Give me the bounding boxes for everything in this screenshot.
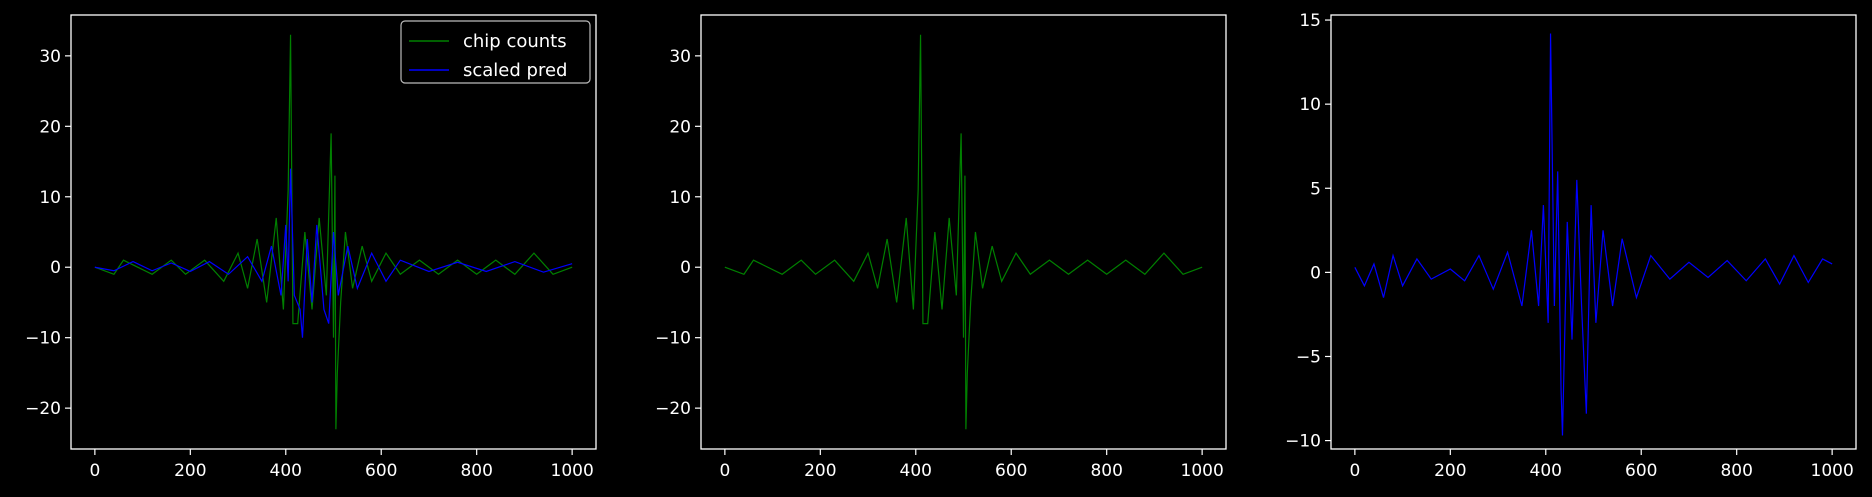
- y-tick-label: 30: [669, 47, 691, 67]
- y-tick-label: 15: [1299, 11, 1321, 31]
- y-tick-label: −10: [1285, 432, 1321, 452]
- x-tick-label: 400: [900, 461, 932, 481]
- y-tick-label: 30: [39, 47, 61, 67]
- series-line-0: [724, 34, 1203, 430]
- axes-frame: [70, 14, 597, 450]
- x-tick-label: 400: [1530, 461, 1562, 481]
- chart-panel-middle: 0 200 400 600 800 1000 −20 −10 0 10 20 30: [655, 14, 1227, 481]
- y-tick-label: 10: [1299, 95, 1321, 115]
- x-tick-label: 800: [1090, 461, 1122, 481]
- x-tick-label: 1000: [1811, 461, 1854, 481]
- y-tick-label: 0: [50, 258, 61, 278]
- x-tick-label: 800: [460, 461, 492, 481]
- x-tick-label: 600: [995, 461, 1027, 481]
- x-tick-label: 600: [1625, 461, 1657, 481]
- series-line-scaled-pred: [94, 168, 573, 338]
- y-tick-label: 20: [39, 117, 61, 137]
- series-line-0: [1354, 33, 1833, 436]
- legend-label: chip counts: [463, 31, 567, 52]
- y-tick-label: 10: [39, 188, 61, 208]
- x-tick-label: 1000: [551, 461, 594, 481]
- axes-frame: [700, 14, 1227, 450]
- y-tick-label: −20: [25, 399, 61, 419]
- x-tick-label: 0: [1349, 461, 1360, 481]
- axes-frame: [1330, 14, 1857, 450]
- x-tick-label: 0: [89, 461, 100, 481]
- chart-panel-left: 0 200 400 600 800 1000 −20 −10 0 10 20 30 chip count…: [25, 14, 597, 481]
- x-tick-label: 800: [1720, 461, 1752, 481]
- x-tick-label: 0: [719, 461, 730, 481]
- y-tick-label: 0: [1310, 263, 1321, 283]
- y-tick-label: −10: [655, 329, 691, 349]
- x-tick-label: 600: [365, 461, 397, 481]
- y-tick-label: −10: [25, 329, 61, 349]
- y-tick-label: −5: [1296, 347, 1321, 367]
- y-tick-label: 10: [669, 188, 691, 208]
- x-tick-label: 1000: [1181, 461, 1224, 481]
- y-tick-label: 5: [1310, 179, 1321, 199]
- series-line-chip-counts: [94, 34, 573, 430]
- x-tick-label: 200: [174, 461, 206, 481]
- y-tick-label: 20: [669, 117, 691, 137]
- legend: [400, 20, 591, 84]
- chart-panel-right: 0 200 400 600 800 1000 −10 −5 0 5 10 15: [1285, 11, 1857, 481]
- x-tick-label: 200: [804, 461, 836, 481]
- x-tick-label: 200: [1434, 461, 1466, 481]
- y-tick-label: −20: [655, 399, 691, 419]
- y-tick-label: 0: [680, 258, 691, 278]
- x-tick-label: 400: [270, 461, 302, 481]
- legend-label: scaled pred: [463, 60, 567, 81]
